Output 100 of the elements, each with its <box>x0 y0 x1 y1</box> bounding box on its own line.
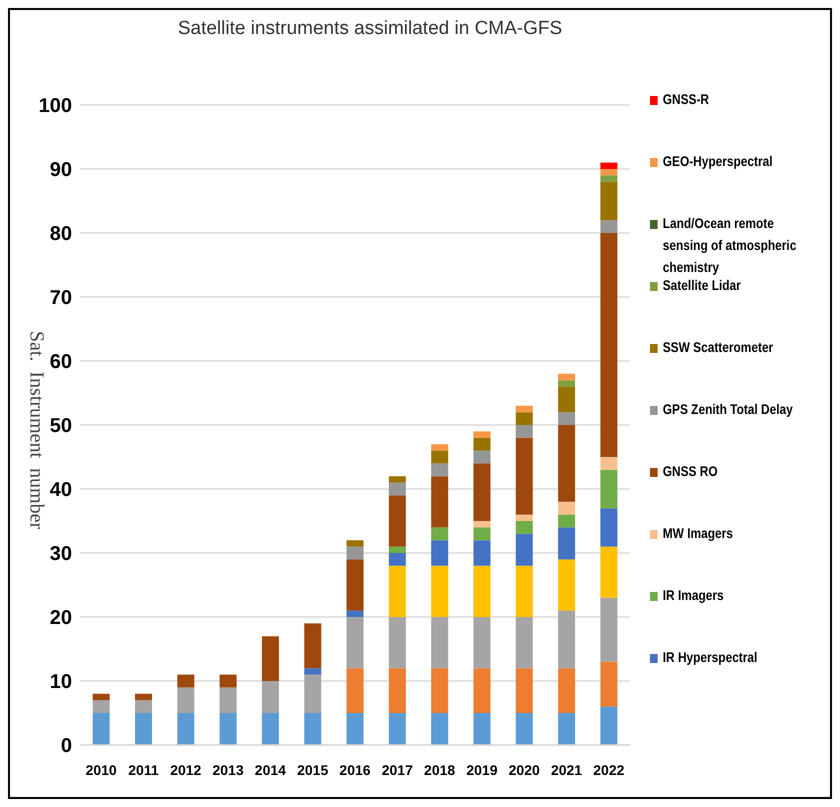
bar <box>516 438 533 515</box>
legend-label: GNSS RO <box>662 462 719 481</box>
bar <box>388 617 406 668</box>
bar <box>600 706 618 745</box>
y-tick-label: 70 <box>50 287 72 310</box>
bar <box>92 700 110 713</box>
legend-label: GPS Zenith Total Delay <box>662 400 794 419</box>
bar <box>304 623 322 668</box>
bar <box>346 559 364 611</box>
chart-title: Satellite instruments assimilated in CMA-GFS <box>176 18 564 40</box>
x-tick-label: 2011 <box>128 762 159 778</box>
bar <box>92 694 110 700</box>
legend-label: GNSS-R <box>662 90 710 109</box>
bar <box>346 617 364 668</box>
bar <box>346 668 364 713</box>
bar <box>600 598 618 662</box>
bar <box>600 457 618 470</box>
legend-label: MW Imagers <box>662 524 734 543</box>
bar <box>135 694 152 700</box>
bar <box>135 700 152 713</box>
bar <box>558 713 576 745</box>
bar <box>600 162 618 169</box>
bar <box>473 521 490 528</box>
x-tick-label: 2022 <box>593 762 625 778</box>
x-tick-label: 2019 <box>466 762 498 778</box>
bar <box>516 425 533 438</box>
bar <box>92 713 110 745</box>
bar <box>473 527 490 540</box>
bar <box>431 450 448 464</box>
bar <box>388 566 406 617</box>
bar <box>473 713 490 745</box>
bar <box>558 374 576 380</box>
bar <box>388 553 406 566</box>
bar <box>600 169 618 176</box>
bar <box>558 527 576 560</box>
bar <box>473 566 490 617</box>
bar <box>600 508 618 547</box>
legend-label: IR Imagers <box>662 586 725 605</box>
bar <box>516 412 533 425</box>
bar <box>600 470 618 508</box>
x-tick-label: 2015 <box>297 762 328 778</box>
legend-label: Satellite Lidar <box>662 276 742 295</box>
bar <box>473 463 490 521</box>
bar <box>473 438 490 451</box>
y-tick-label: 100 <box>38 95 72 118</box>
bar <box>388 495 406 547</box>
bar <box>516 566 533 617</box>
bar <box>431 617 448 668</box>
bar <box>473 617 490 668</box>
x-tick-label: 2014 <box>254 762 286 778</box>
y-tick-label: 50 <box>50 415 72 438</box>
bar <box>431 668 448 713</box>
y-tick-label: 0 <box>60 735 72 758</box>
bar <box>516 617 533 668</box>
bar <box>220 687 237 713</box>
bar <box>473 540 490 566</box>
bar <box>262 713 279 745</box>
bar <box>558 610 576 668</box>
y-tick-label: 10 <box>50 671 72 694</box>
bar <box>346 546 364 560</box>
bar <box>388 546 406 553</box>
bar <box>558 425 576 502</box>
bar <box>558 412 576 425</box>
bar <box>600 546 618 598</box>
bar <box>600 175 618 182</box>
bar <box>473 668 490 713</box>
bar <box>177 674 194 688</box>
legend-label: GEO-Hyperspectral <box>662 152 774 171</box>
bar <box>558 380 576 387</box>
bar <box>431 566 448 617</box>
bar <box>388 482 406 496</box>
bar <box>600 182 618 220</box>
bar <box>388 668 406 713</box>
bar <box>600 220 618 233</box>
x-tick-label: 2016 <box>339 762 371 778</box>
bar <box>220 674 237 688</box>
bar <box>431 444 448 451</box>
y-tick-label: 90 <box>50 159 72 182</box>
x-tick-label: 2018 <box>424 762 456 778</box>
bar <box>346 540 364 547</box>
bar <box>304 668 322 675</box>
bar <box>431 540 448 566</box>
x-tick-label: 2013 <box>212 762 244 778</box>
bar <box>516 713 533 745</box>
bar <box>431 713 448 745</box>
bar <box>431 463 448 476</box>
bar <box>473 450 490 464</box>
y-axis-title: Sat. Instrument number <box>24 330 48 530</box>
bar <box>304 674 322 713</box>
bar <box>516 514 533 521</box>
y-tick-label: 20 <box>50 607 72 630</box>
x-tick-label: 2020 <box>508 762 540 778</box>
bar <box>177 687 194 713</box>
y-tick-label: 80 <box>50 223 72 246</box>
bar <box>431 476 448 528</box>
bar <box>388 476 406 483</box>
x-tick-label: 2021 <box>550 762 582 778</box>
bar <box>600 233 618 457</box>
bar <box>558 502 576 515</box>
bar <box>558 668 576 713</box>
